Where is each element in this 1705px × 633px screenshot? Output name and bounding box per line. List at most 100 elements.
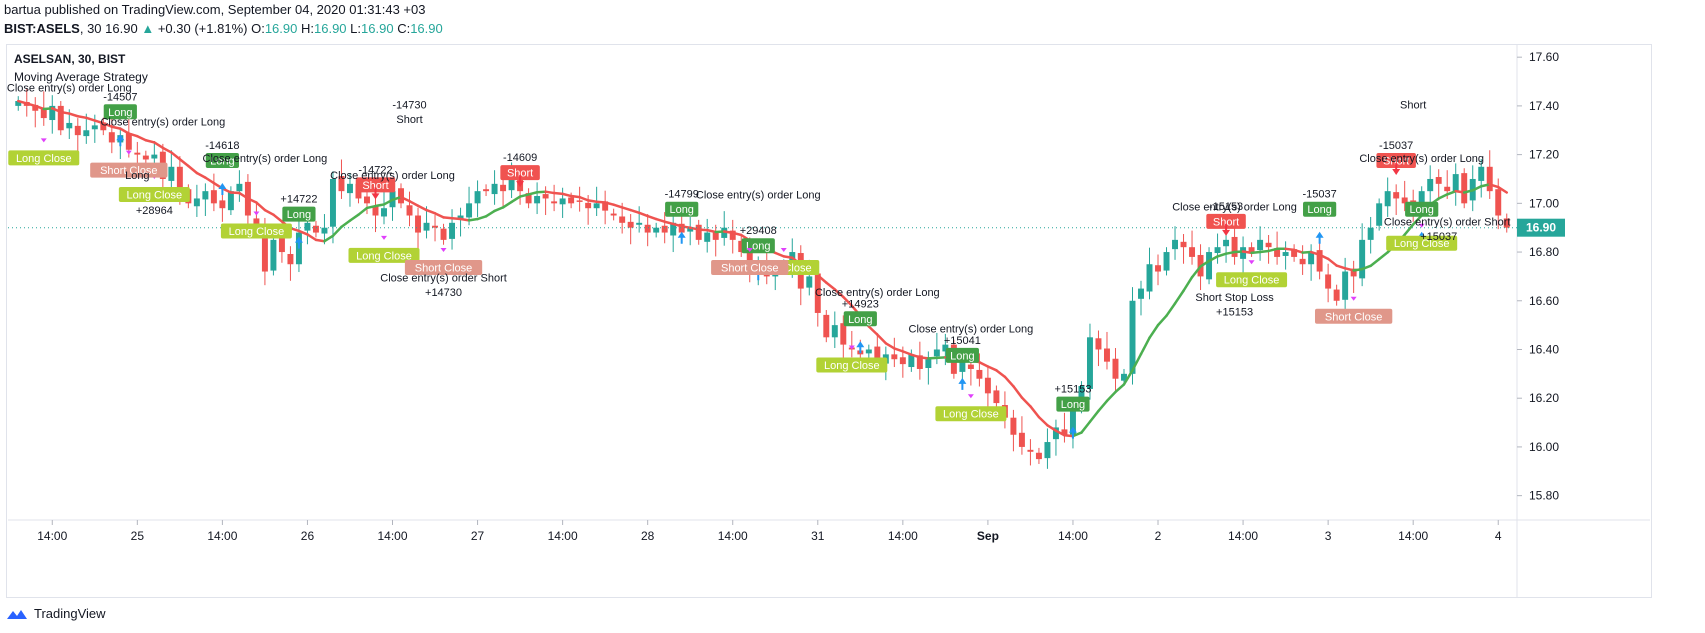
candle-body xyxy=(559,198,566,205)
moving-average-segment xyxy=(144,139,156,144)
time-tick-label: 28 xyxy=(641,529,655,543)
candle-body xyxy=(372,206,379,216)
candle-body xyxy=(1486,166,1493,192)
close-arrow-icon xyxy=(380,235,387,240)
candle-body xyxy=(619,216,626,223)
moving-average-segment xyxy=(1216,252,1228,258)
trade-tag-box xyxy=(355,177,396,193)
footer-brand[interactable]: TradingView xyxy=(6,606,106,621)
trade-tag-box xyxy=(8,150,80,166)
candle-body xyxy=(253,218,260,228)
candle-body xyxy=(585,202,592,209)
candle-body xyxy=(312,225,319,233)
moving-average-segment xyxy=(910,353,922,359)
close-arrow-icon xyxy=(967,394,974,399)
symbol: BIST:ASELS xyxy=(4,21,80,36)
candle-body xyxy=(500,184,507,192)
candle-body xyxy=(1376,203,1383,226)
short-entry-arrow-icon xyxy=(371,187,380,200)
moving-average-segment xyxy=(323,234,335,243)
moving-average-segment xyxy=(620,206,632,212)
moving-average-segment xyxy=(527,190,539,196)
close-arrow-icon xyxy=(125,150,132,155)
candle-body xyxy=(1240,247,1247,259)
candle-body xyxy=(865,349,872,354)
low-value: 16.90 xyxy=(361,21,394,36)
candle-body xyxy=(483,189,490,192)
trade-tag-box xyxy=(500,165,540,181)
moving-average-segment xyxy=(1403,223,1415,236)
candle-body xyxy=(704,232,711,242)
candle-body xyxy=(66,122,73,129)
trade-tag-label: Long Close xyxy=(1224,275,1280,287)
moving-average-segment xyxy=(42,107,54,111)
candle-body xyxy=(1393,192,1400,199)
candle-body xyxy=(1291,249,1298,257)
candle-body xyxy=(525,193,532,204)
moving-average-segment xyxy=(552,191,564,196)
candle-body xyxy=(1214,247,1221,254)
time-tick-label: 14:00 xyxy=(207,529,237,543)
price-tick-label: 16.60 xyxy=(1529,294,1559,308)
moving-average-segment xyxy=(246,197,258,204)
moving-average-segment xyxy=(1224,250,1236,255)
trade-tag-label: Long Close xyxy=(356,250,412,262)
candle-body xyxy=(993,390,1000,404)
moving-average-segment xyxy=(204,176,216,185)
candle-body xyxy=(959,361,966,372)
candle-body xyxy=(593,203,600,209)
time-tick-label: 14:00 xyxy=(1398,529,1428,543)
moving-average-segment xyxy=(1063,434,1075,438)
moving-average-segment xyxy=(1131,352,1143,372)
candle-body xyxy=(661,225,668,233)
moving-average-segment xyxy=(1258,249,1270,254)
close-arrow-icon xyxy=(40,138,47,143)
chart-frame[interactable] xyxy=(6,44,1652,598)
moving-average-segment xyxy=(357,206,369,216)
moving-average-segment xyxy=(340,219,352,229)
moving-average-segment xyxy=(119,127,131,135)
trade-pl-label: +28964 xyxy=(136,205,173,217)
moving-average-segment xyxy=(221,187,233,194)
moving-average-segment xyxy=(995,369,1007,379)
moving-average-segment xyxy=(884,342,896,350)
moving-average-segment xyxy=(255,201,267,212)
trade-tag-box xyxy=(711,260,789,276)
long-entry-arrow-icon xyxy=(677,231,686,244)
moving-average-segment xyxy=(629,208,641,215)
moving-average-segment xyxy=(59,110,71,115)
long-entry-arrow-icon xyxy=(958,377,967,390)
moving-average-segment xyxy=(161,146,173,154)
trade-tag-label: Long xyxy=(1307,204,1331,216)
close-arrow-icon xyxy=(1350,296,1357,301)
candle-body xyxy=(874,346,881,362)
close-arrow-icon xyxy=(746,248,753,253)
moving-average-segment xyxy=(671,222,683,228)
candle-body xyxy=(1452,174,1459,193)
moving-average-segment xyxy=(1122,369,1134,386)
candle-body xyxy=(440,228,447,240)
candle-body xyxy=(1044,442,1051,459)
moving-average-segment xyxy=(331,225,343,238)
candle-body xyxy=(125,133,132,150)
moving-average-segment xyxy=(1411,214,1423,226)
moving-average-segment xyxy=(578,195,590,202)
time-tick-label: 14:00 xyxy=(718,529,748,543)
candle-body xyxy=(364,196,370,204)
time-tick-label: 14:00 xyxy=(377,529,407,543)
candle-body xyxy=(806,276,813,288)
moving-average-segment xyxy=(51,107,63,114)
candle-body xyxy=(1316,250,1323,272)
moving-average-segment xyxy=(1199,259,1211,268)
candle-body xyxy=(610,213,617,216)
trade-pl-label: +29408 xyxy=(740,225,777,237)
trade-tag-box xyxy=(205,152,239,168)
candle-body xyxy=(1325,274,1332,289)
trade-annotation: Long xyxy=(125,170,149,182)
candle-body xyxy=(261,228,268,272)
candle-body xyxy=(1095,338,1102,350)
moving-average-segment xyxy=(399,195,411,203)
moving-average-segment xyxy=(1301,250,1313,254)
candle-body xyxy=(984,377,991,394)
